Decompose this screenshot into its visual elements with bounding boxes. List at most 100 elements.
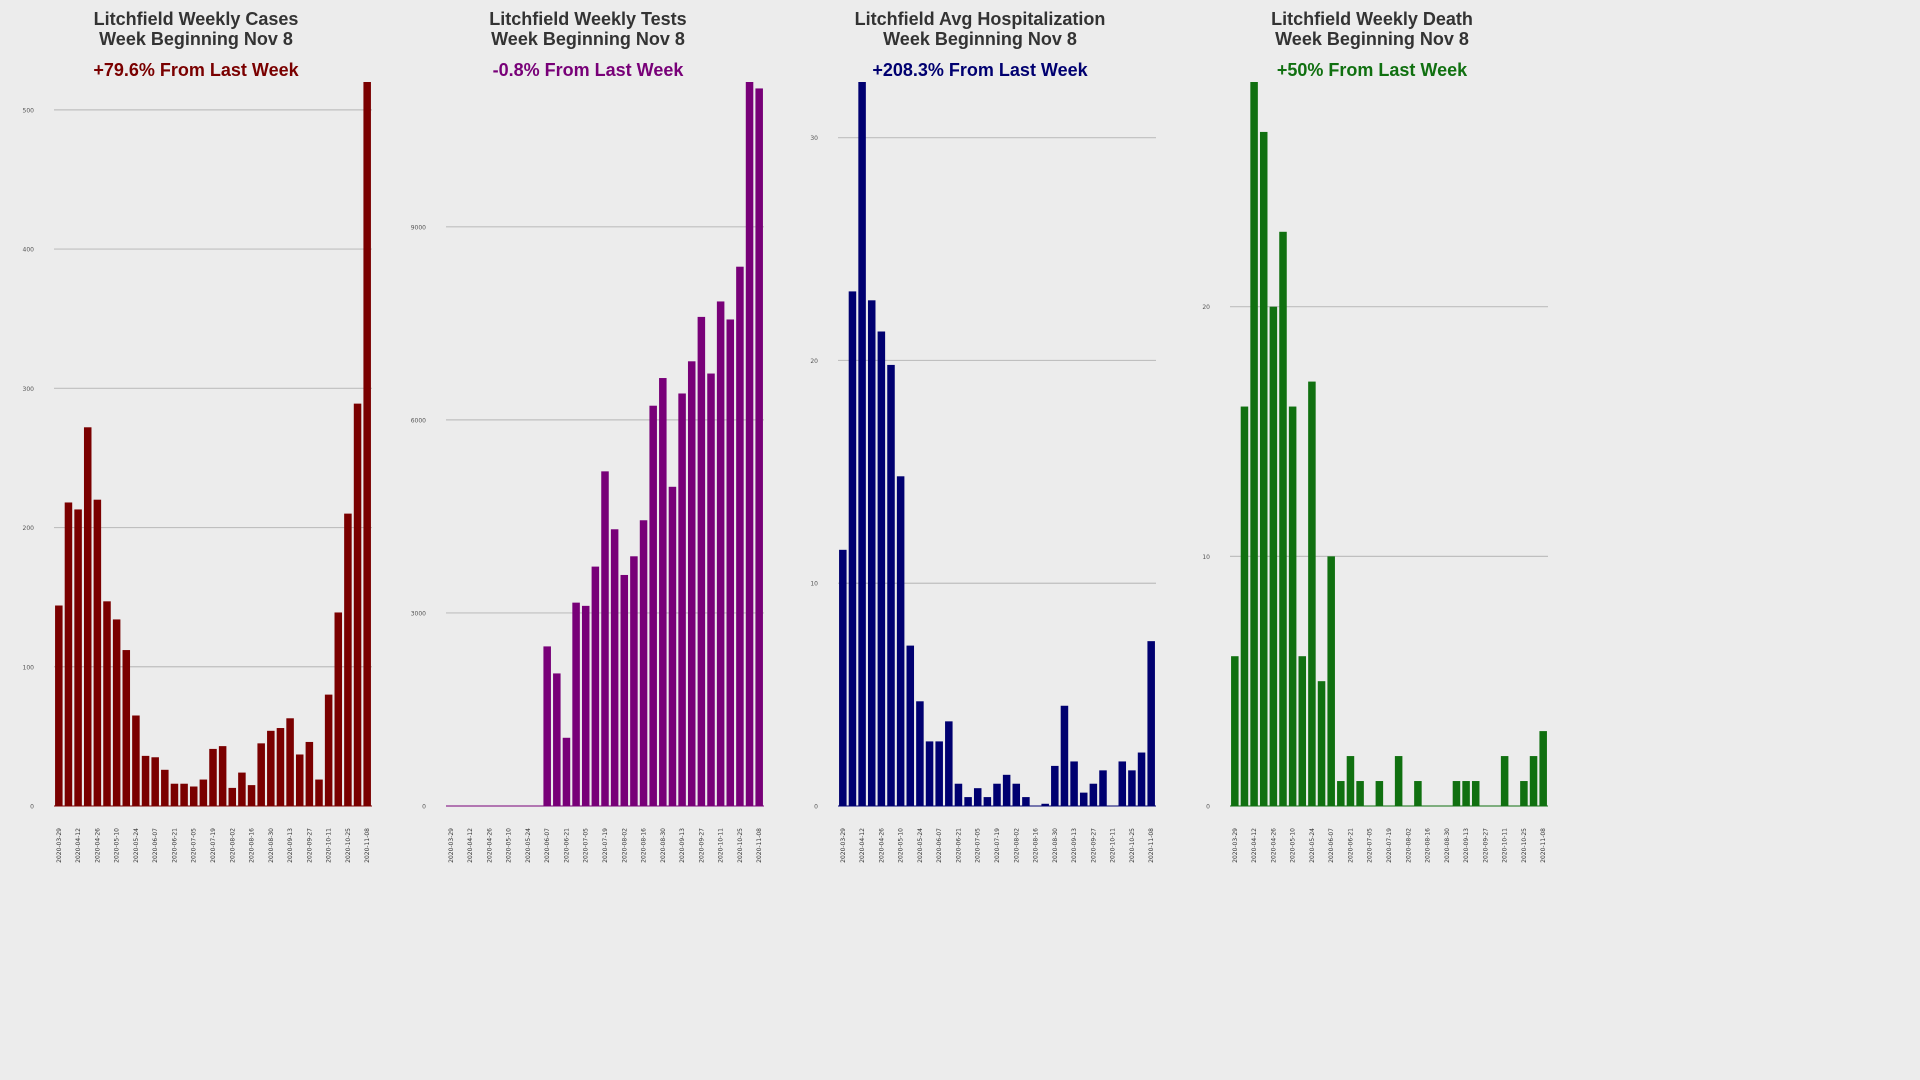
tests-subtitle: Week Beginning Nov 8 xyxy=(491,29,685,49)
death-bar xyxy=(1269,306,1278,806)
death-x-tick-label: 2020-10-11 xyxy=(1502,828,1509,863)
death-bar xyxy=(1462,781,1470,806)
death-bar xyxy=(1231,656,1239,806)
death-bar xyxy=(1452,781,1461,806)
tests-x-tick-label: 2020-06-21 xyxy=(563,828,570,863)
death-x-tick-label: 2020-11-08 xyxy=(1540,828,1547,863)
death-title: Litchfield Weekly Death xyxy=(1271,9,1473,29)
hospitalization-bar xyxy=(993,783,1001,806)
hospitalization-y-tick-label: 0 xyxy=(814,804,818,811)
hospitalization-bar xyxy=(1060,705,1069,806)
hospitalization-bar xyxy=(1022,797,1030,806)
tests-x-tick-label: 2020-07-05 xyxy=(583,828,590,863)
hospitalization-x-tick-label: 2020-08-02 xyxy=(1013,828,1020,863)
death-x-tick-label: 2020-04-26 xyxy=(1270,828,1277,863)
hospitalization-x-tick-label: 2020-08-16 xyxy=(1033,828,1040,863)
hospitalization-x-tick-label: 2020-09-27 xyxy=(1090,828,1097,863)
death-bar xyxy=(1288,406,1297,806)
tests-bar xyxy=(572,602,580,806)
cases-change-label: +79.6% From Last Week xyxy=(93,60,299,80)
death-bar xyxy=(1298,656,1307,806)
tests-x-tick-label: 2020-05-10 xyxy=(506,828,513,863)
death-x-tick-label: 2020-06-21 xyxy=(1347,828,1354,863)
death-x-tick-label: 2020-05-24 xyxy=(1309,828,1316,863)
cases-bar xyxy=(286,718,294,806)
cases-bar xyxy=(103,601,111,806)
death-bar xyxy=(1259,131,1268,806)
hospitalization-bar xyxy=(925,741,934,806)
hospitalization-x-tick-label: 2020-04-12 xyxy=(859,828,866,863)
tests-change-label: -0.8% From Last Week xyxy=(492,60,684,80)
cases-bar xyxy=(295,754,304,806)
cases-x-tick-label: 2020-04-12 xyxy=(75,828,82,863)
cases-bar xyxy=(247,785,256,806)
hospitalization-bar xyxy=(1147,641,1155,806)
tests-bar xyxy=(601,471,609,806)
cases-x-tick-label: 2020-07-19 xyxy=(210,828,217,863)
tests-bar xyxy=(649,405,657,806)
tests-y-tick-label: 3000 xyxy=(411,610,426,617)
hospitalization-bar xyxy=(983,797,992,806)
cases-x-tick-label: 2020-06-21 xyxy=(171,828,178,863)
death-x-tick-label: 2020-09-27 xyxy=(1482,828,1489,863)
cases-x-tick-label: 2020-06-07 xyxy=(152,828,159,863)
hospitalization-x-tick-label: 2020-08-30 xyxy=(1052,828,1059,863)
hospitalization-bar xyxy=(954,783,963,806)
hospitalization-x-tick-label: 2020-06-07 xyxy=(936,828,943,863)
hospitalization-x-tick-label: 2020-05-10 xyxy=(898,828,905,863)
hospitalization-bar xyxy=(1051,765,1059,806)
cases-bar xyxy=(199,779,208,806)
hospitalization-panel: Litchfield Avg Hospitalization Week Begi… xyxy=(784,0,1176,882)
cases-bar xyxy=(64,502,73,806)
hospitalization-bar xyxy=(1099,770,1107,806)
cases-bar xyxy=(218,746,227,806)
tests-bar xyxy=(678,393,686,806)
hospitalization-x-tick-label: 2020-07-05 xyxy=(975,828,982,863)
tests-bar xyxy=(726,319,735,806)
cases-bar xyxy=(324,694,333,806)
cases-bar xyxy=(83,427,92,806)
tests-x-tick-label: 2020-07-19 xyxy=(602,828,609,863)
death-bar xyxy=(1279,231,1287,807)
death-x-tick-label: 2020-08-30 xyxy=(1444,828,1451,863)
hospitalization-y-tick-label: 20 xyxy=(810,358,818,365)
tests-x-tick-label: 2020-04-26 xyxy=(486,828,493,863)
hospitalization-bar xyxy=(1079,792,1088,806)
death-bar xyxy=(1375,781,1384,806)
death-bar xyxy=(1308,381,1316,806)
cases-title: Litchfield Weekly Cases xyxy=(93,9,299,29)
death-subtitle: Week Beginning Nov 8 xyxy=(1275,29,1469,49)
cases-bar xyxy=(209,748,217,806)
death-x-tick-label: 2020-10-25 xyxy=(1521,828,1528,863)
hospitalization-bar xyxy=(916,701,924,806)
hospitalization-bar xyxy=(1089,783,1098,806)
cases-bar xyxy=(363,82,371,806)
cases-x-tick-label: 2020-07-05 xyxy=(191,828,198,863)
death-bar xyxy=(1327,556,1335,806)
death-x-tick-label: 2020-03-29 xyxy=(1232,828,1239,863)
hospitalization-bar xyxy=(1137,752,1146,806)
tests-bar xyxy=(630,556,638,806)
cases-bar xyxy=(238,772,246,806)
tests-bar xyxy=(745,82,754,806)
hospitalization-bar xyxy=(1041,803,1049,806)
tests-bar xyxy=(697,316,706,806)
tests-bar xyxy=(668,486,677,806)
cases-bar xyxy=(93,499,102,806)
hospitalization-bar xyxy=(1128,770,1136,806)
tests-chart: 0 3000 6000 9000 2020-03-29 2020-04-12 2020-04… xyxy=(411,82,764,863)
hospitalization-y-tick-label: 30 xyxy=(810,135,818,142)
tests-bar xyxy=(639,520,648,806)
hospitalization-bar xyxy=(839,549,847,806)
tests-y-tick-label: 0 xyxy=(422,804,426,811)
hospitalization-x-tick-label: 2020-10-25 xyxy=(1129,828,1136,863)
death-bar xyxy=(1317,681,1326,806)
hospitalization-bar xyxy=(896,476,905,806)
cases-y-tick-label: 200 xyxy=(23,525,35,532)
cases-bar xyxy=(151,757,159,806)
cases-bar xyxy=(228,787,237,806)
cases-bar xyxy=(344,513,352,806)
tests-bar xyxy=(553,673,561,806)
hospitalization-bar xyxy=(867,300,876,806)
cases-bar xyxy=(315,779,323,806)
